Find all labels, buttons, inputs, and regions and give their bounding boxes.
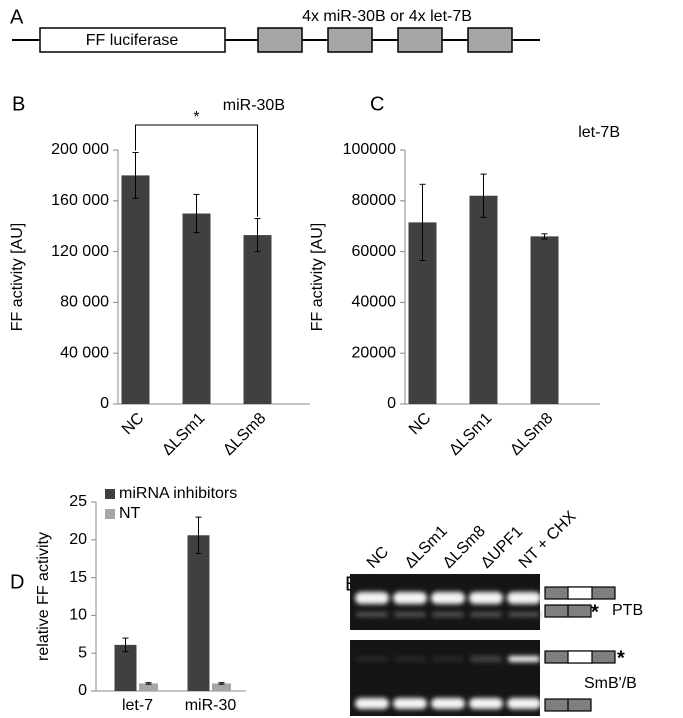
significance-bracket bbox=[135, 124, 258, 217]
gel-band bbox=[356, 612, 388, 617]
gel-band bbox=[508, 612, 540, 617]
error-bar bbox=[193, 193, 200, 234]
panel-label: B bbox=[12, 93, 25, 115]
gel-band bbox=[393, 698, 427, 709]
gel-band bbox=[394, 656, 426, 662]
gel-band bbox=[393, 592, 427, 604]
legend-swatch bbox=[105, 509, 115, 519]
y-tick-label: 80000 bbox=[352, 192, 397, 209]
error-bar bbox=[480, 173, 487, 218]
x-tick-label: ΔLSm1 bbox=[446, 410, 495, 459]
panel-label: D bbox=[10, 571, 24, 593]
y-axis-label: FF activity [AU] bbox=[9, 223, 26, 331]
gene-label: SmB'/B bbox=[584, 675, 637, 692]
gel-band bbox=[432, 656, 464, 662]
gel-band bbox=[508, 656, 540, 662]
error-bar bbox=[218, 682, 225, 685]
chart-title: let-7B bbox=[578, 124, 620, 141]
panel-label: C bbox=[370, 93, 384, 115]
x-tick-label: NC bbox=[119, 410, 147, 438]
y-tick-label: 15 bbox=[69, 569, 87, 586]
y-tick-label: 5 bbox=[78, 644, 87, 661]
gel-band bbox=[394, 612, 426, 617]
gel-band bbox=[431, 592, 465, 604]
bar bbox=[182, 213, 211, 404]
legend-label: NT bbox=[119, 505, 141, 522]
bar bbox=[243, 235, 272, 404]
y-tick-label: 60000 bbox=[352, 243, 397, 260]
asterisk: * bbox=[591, 601, 599, 623]
y-tick-label: 0 bbox=[100, 395, 109, 412]
site-box bbox=[257, 27, 303, 53]
legend-label: miRNA inhibitors bbox=[119, 485, 237, 502]
x-tick-label: miR-30 bbox=[185, 697, 237, 714]
gel-band bbox=[507, 698, 541, 709]
gel-band bbox=[507, 592, 541, 604]
gel-band bbox=[432, 612, 464, 617]
x-tick-label: let-7 bbox=[122, 697, 153, 714]
x-tick-label: ΔLSm1 bbox=[159, 410, 208, 459]
error-bar bbox=[254, 218, 261, 253]
bar bbox=[139, 683, 158, 691]
x-tick-label: NC bbox=[406, 410, 434, 438]
y-tick-label: 80 000 bbox=[60, 294, 109, 311]
gel-band bbox=[355, 698, 389, 709]
gel-band bbox=[431, 698, 465, 709]
error-bar bbox=[419, 183, 426, 261]
error-bar bbox=[195, 516, 202, 554]
error-bar bbox=[132, 152, 139, 199]
lane-label: NC bbox=[364, 543, 392, 571]
asterisk: * bbox=[617, 647, 625, 669]
y-tick-label: 160 000 bbox=[51, 192, 109, 209]
lane-label: NT + CHX bbox=[516, 508, 580, 572]
gel-band bbox=[470, 656, 502, 662]
bar bbox=[114, 644, 137, 691]
chart-title: miR-30B bbox=[223, 97, 285, 114]
site-box bbox=[467, 27, 513, 53]
x-tick-label: ΔLSm8 bbox=[220, 410, 269, 459]
bar bbox=[469, 195, 498, 404]
gel-band bbox=[355, 592, 389, 604]
gel-band bbox=[469, 592, 503, 604]
y-tick-label: 0 bbox=[78, 682, 87, 699]
legend-swatch bbox=[105, 489, 115, 499]
bar bbox=[187, 535, 210, 691]
reporter-label: FF luciferase bbox=[86, 32, 179, 49]
error-bar bbox=[541, 233, 548, 240]
gene-label: PTB bbox=[612, 602, 643, 619]
site-box bbox=[397, 27, 443, 53]
panel-a: A FF luciferase 4x miR-30B or 4x let-7B bbox=[10, 6, 540, 53]
y-tick-label: 25 bbox=[69, 493, 87, 510]
gel-band bbox=[356, 656, 388, 662]
y-tick-label: 40000 bbox=[352, 294, 397, 311]
y-tick-label: 40 000 bbox=[60, 344, 109, 361]
y-tick-label: 10 bbox=[69, 607, 87, 624]
y-axis-label: FF activity [AU] bbox=[309, 223, 326, 331]
bar bbox=[121, 175, 150, 404]
bar bbox=[530, 236, 559, 404]
sites-label: 4x miR-30B or 4x let-7B bbox=[302, 8, 472, 25]
y-tick-label: 200 000 bbox=[51, 141, 109, 158]
y-tick-label: 20 bbox=[69, 531, 87, 548]
reporter-box bbox=[39, 27, 226, 53]
gel-band bbox=[470, 612, 502, 617]
y-axis-label: relative FF activity bbox=[35, 532, 52, 661]
error-bar bbox=[122, 637, 129, 653]
significance-label: * bbox=[193, 109, 199, 126]
bar bbox=[212, 683, 231, 691]
lane-label: ΔUPF1 bbox=[478, 523, 527, 572]
site-box bbox=[327, 27, 373, 53]
y-tick-label: 20000 bbox=[352, 344, 397, 361]
y-tick-label: 0 bbox=[387, 395, 396, 412]
y-tick-label: 120 000 bbox=[51, 243, 109, 260]
schematics bbox=[544, 586, 616, 712]
error-bar bbox=[145, 682, 152, 685]
panel-label: A bbox=[10, 6, 24, 28]
y-tick-label: 100000 bbox=[343, 141, 396, 158]
x-tick-label: ΔLSm8 bbox=[507, 410, 556, 459]
gel-band bbox=[469, 698, 503, 709]
